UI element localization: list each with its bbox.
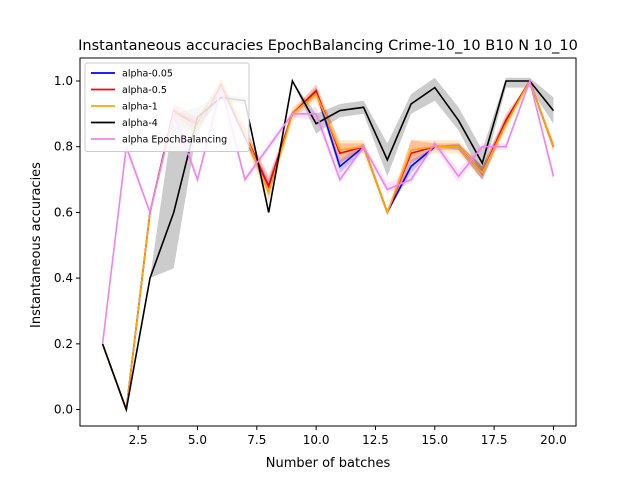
legend-label: alpha-0.05	[122, 69, 173, 80]
band-0	[102, 81, 554, 410]
x-tick-label: 7.5	[247, 433, 266, 447]
legend-box	[84, 62, 250, 152]
y-tick-label: 0.6	[54, 205, 73, 219]
legend-label: alpha-0.5	[122, 85, 167, 96]
y-tick-label: 0.4	[54, 271, 73, 285]
y-tick-label: 0.0	[54, 403, 73, 417]
y-tick-label: 0.8	[54, 140, 73, 154]
legend-label: alpha-1	[122, 102, 158, 113]
chart-title: Instantaneous accuracies EpochBalancing …	[78, 38, 578, 54]
y-tick-label: 0.2	[54, 337, 73, 351]
x-tick-label: 10.0	[303, 433, 330, 447]
series-line-3	[101, 78, 555, 413]
x-tick-label: 12.5	[362, 433, 389, 447]
x-tick-label: 5.0	[188, 433, 207, 447]
legend: alpha-0.05 alpha-0.5 alpha-1 alpha-4 alpha E…	[84, 62, 250, 152]
x-axis-ticks: 2.5 5.0 7.5 10.0 12.5 15.0 17.5 20.0	[129, 426, 567, 447]
confidence-bands	[102, 77, 554, 410]
legend-label: alpha-4	[122, 118, 158, 129]
x-tick-label: 15.0	[421, 433, 448, 447]
plot-frame	[79, 57, 577, 427]
x-tick-label: 2.5	[129, 433, 148, 447]
y-axis-ticks: 0.0 0.2 0.4 0.6 0.8 1.0	[54, 74, 80, 417]
legend-label: alpha EpochBalancing	[122, 135, 227, 146]
x-axis-label: Number of batches	[266, 456, 391, 471]
x-tick-label: 17.5	[481, 433, 508, 447]
band-2	[102, 81, 554, 410]
x-tick-label: 20.0	[540, 433, 567, 447]
y-axis-label: Instantaneous accuracies	[29, 162, 44, 328]
y-tick-label: 1.0	[54, 74, 73, 88]
band-1	[102, 81, 554, 410]
